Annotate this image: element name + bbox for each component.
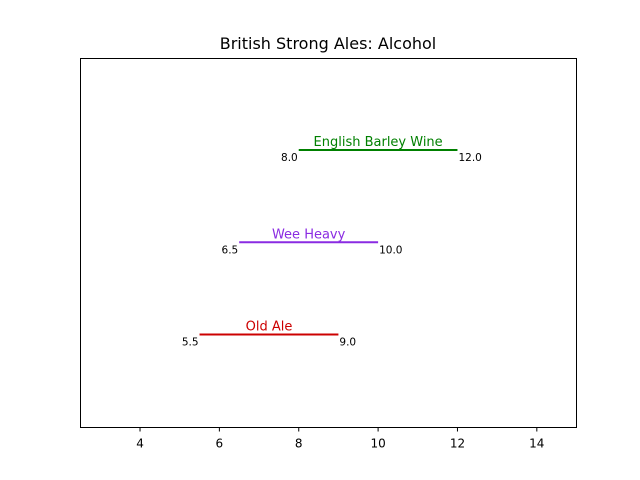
range-low-label: 8.0: [281, 152, 298, 164]
range-high-label: 10.0: [379, 244, 402, 256]
range-name-label: English Barley Wine: [314, 135, 443, 150]
range-name-label: Old Ale: [246, 320, 293, 335]
range-bars: English Barley Wine 8.0 12.0 Wee Heavy 6.5 10…: [182, 135, 482, 348]
x-tick-label: 14: [529, 437, 544, 451]
plot-area: [80, 58, 577, 428]
x-tick-label: 12: [450, 437, 465, 451]
x-tick-label: 8: [295, 437, 303, 451]
x-tick-label: 4: [136, 437, 144, 451]
range-high-label: 9.0: [339, 337, 356, 349]
range-low-label: 6.5: [222, 244, 239, 256]
x-axis: 4 6 8 10 12 14: [136, 427, 544, 451]
chart-title: British Strong Ales: Alcohol: [220, 34, 437, 53]
range-high-label: 12.0: [458, 152, 481, 164]
range-name-label: Wee Heavy: [272, 227, 346, 242]
x-tick-label: 6: [216, 437, 224, 451]
range-low-label: 5.5: [182, 337, 199, 349]
x-tick-label: 10: [370, 437, 385, 451]
